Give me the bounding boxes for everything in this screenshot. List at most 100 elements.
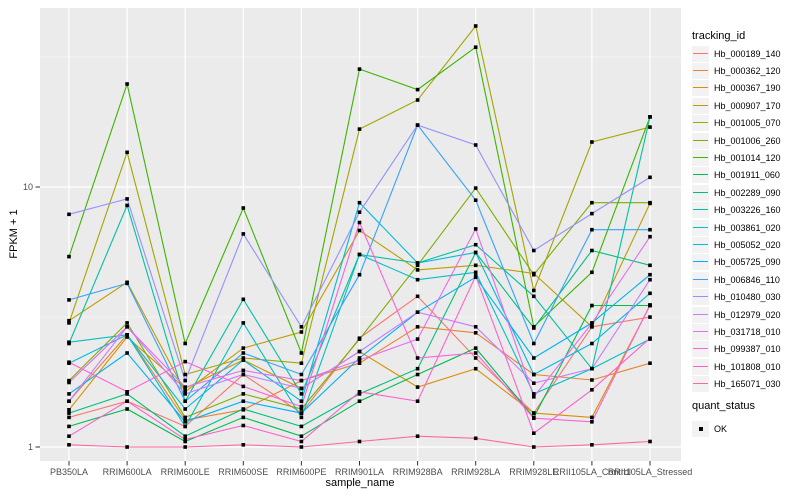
legend-color-line-icon: [693, 330, 708, 332]
legend-color-line-icon: [693, 174, 708, 176]
legend-item-label: Hb_101808_010: [714, 361, 781, 372]
data-point-marker: [357, 228, 362, 233]
data-point-marker: [183, 372, 187, 377]
data-point-marker: [590, 211, 594, 216]
legend-key: [692, 358, 709, 375]
data-point-marker: [357, 220, 362, 225]
legend-color-line-icon: [693, 243, 708, 245]
data-point-marker: [415, 325, 420, 329]
legend-item-label: Hb_000189_140: [714, 48, 781, 59]
data-point-marker: [67, 340, 71, 344]
legend-item-label: Hb_000907_170: [714, 100, 781, 111]
data-point-marker: [648, 291, 652, 296]
data-point-marker: [183, 424, 187, 429]
data-point-marker: [590, 366, 594, 371]
data-point-marker: [532, 431, 536, 435]
legend-key: [692, 202, 709, 219]
legend-item: Hb_165071_030: [692, 375, 781, 393]
data-point-marker: [415, 385, 420, 389]
data-point-marker: [590, 341, 594, 346]
data-point-marker: [415, 263, 420, 268]
data-point-marker: [183, 341, 187, 346]
data-point-marker: [648, 303, 652, 307]
data-point-marker: [125, 197, 129, 201]
data-point-marker: [125, 82, 129, 86]
legend-item: Hb_031718_010: [692, 323, 781, 340]
data-point-marker: [125, 407, 129, 411]
data-point-marker: [532, 372, 536, 377]
data-point-marker: [241, 351, 246, 355]
data-point-marker: [299, 404, 304, 409]
data-point-marker: [299, 378, 304, 383]
legend-color-line-icon: [693, 87, 708, 89]
data-point-marker: [648, 125, 652, 129]
legend-items: Hb_000189_140 Hb_000362_120 Hb_000367_190 H…: [692, 45, 781, 393]
data-point-marker: [67, 443, 71, 447]
legend-panel: tracking_id Hb_000189_140 Hb_000362_120 Hb…: [688, 0, 800, 500]
legend-item-label: Hb_002289_090: [714, 187, 781, 198]
legend-color-line-icon: [693, 191, 708, 193]
data-point-marker: [590, 140, 594, 144]
data-point-marker: [648, 200, 652, 205]
x-tick-label: PB350LA: [49, 467, 89, 477]
data-point-marker: [648, 439, 652, 444]
data-point-marker: [415, 434, 420, 438]
legend-item-label: Hb_099387_010: [714, 344, 781, 355]
quant-legend-title: quant_status: [692, 400, 755, 412]
data-point-marker: [241, 297, 246, 302]
legend-key: [692, 167, 709, 184]
data-point-marker: [415, 310, 420, 314]
legend-color-line-icon: [693, 209, 708, 211]
data-point-marker: [532, 445, 536, 449]
data-point-marker: [357, 392, 362, 396]
legend-item: Hb_000907_170: [692, 97, 781, 114]
data-point-marker: [357, 356, 362, 360]
data-point-marker: [299, 330, 304, 334]
data-point-marker: [299, 407, 304, 411]
data-point-marker: [299, 445, 304, 449]
legend-item: Hb_003226_160: [692, 202, 781, 219]
legend-item-label: Hb_000367_190: [714, 83, 781, 94]
data-point-marker: [590, 227, 594, 232]
legend-item-label: Hb_031718_010: [714, 326, 781, 337]
data-point-marker: [648, 263, 652, 268]
data-point-marker: [415, 98, 420, 102]
legend-item: Hb_003861_020: [692, 219, 781, 236]
plot-panel: [40, 8, 681, 461]
data-point-marker: [473, 143, 478, 147]
legend-color-line-icon: [693, 313, 708, 315]
legend-item-label: Hb_001006_260: [714, 135, 781, 146]
data-point-marker: [357, 252, 362, 257]
data-point-marker: [183, 439, 187, 444]
data-point-marker: [473, 274, 478, 278]
data-point-marker: [125, 335, 129, 339]
data-point-marker: [473, 198, 478, 202]
quant-legend-item: OK: [692, 420, 727, 437]
data-point-marker: [125, 150, 129, 155]
x-axis-title: sample_name: [325, 477, 395, 489]
legend-key: [692, 376, 709, 393]
data-point-marker: [590, 248, 594, 253]
legend-item: Hb_000367_190: [692, 80, 781, 97]
data-point-marker: [532, 248, 536, 253]
data-point-marker: [590, 325, 594, 329]
data-point-marker: [590, 200, 594, 205]
data-point-marker: [357, 337, 362, 341]
data-point-marker: [415, 337, 420, 341]
data-point-marker: [125, 445, 129, 449]
legend-item: Hb_000189_140: [692, 45, 781, 62]
y-axis-title: FPKM + 1: [8, 209, 20, 259]
data-point-marker: [241, 443, 246, 447]
data-point-marker: [415, 366, 420, 371]
legend-item-label: Hb_006846_110: [714, 274, 780, 285]
data-point-marker: [473, 227, 478, 231]
data-point-marker: [299, 415, 304, 420]
legend-item-label: Hb_005725_090: [714, 257, 781, 268]
legend-item-label: Hb_003226_160: [714, 205, 781, 216]
data-point-marker: [590, 270, 594, 275]
data-point-marker: [183, 407, 187, 411]
data-point-marker: [357, 399, 362, 403]
legend-color-line-icon: [693, 383, 708, 385]
data-point-marker: [473, 351, 478, 355]
legend-key: [692, 97, 709, 114]
